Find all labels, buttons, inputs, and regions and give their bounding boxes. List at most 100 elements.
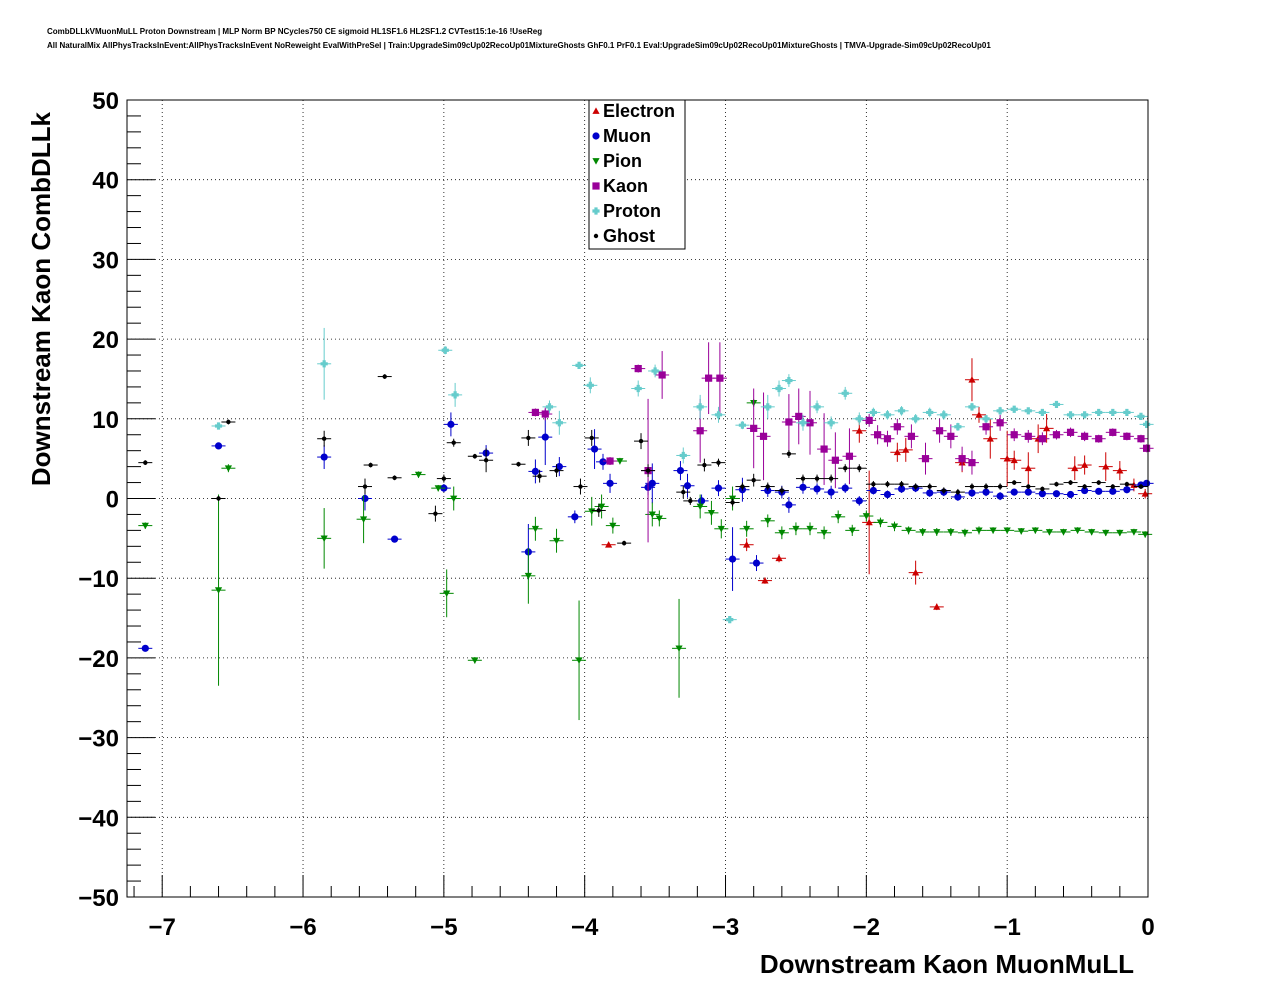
data-point: [320, 535, 328, 542]
data-point: [955, 489, 961, 495]
data-point: [214, 442, 223, 450]
data-point: [596, 508, 601, 513]
data-point: [799, 483, 807, 491]
data-point: [434, 485, 442, 492]
y-tick-label: 40: [92, 168, 119, 195]
data-point: [1024, 432, 1032, 440]
legend-label: Pion: [603, 151, 642, 171]
legend-marker: [592, 207, 600, 215]
data-point: [883, 435, 892, 443]
data-point: [759, 432, 768, 440]
data-point: [621, 540, 627, 546]
data-point: [893, 448, 901, 456]
data-point: [483, 458, 489, 463]
data-point: [368, 462, 373, 468]
data-point: [1095, 435, 1103, 443]
data-point: [947, 432, 955, 440]
data-point: [634, 364, 642, 373]
data-point: [869, 486, 877, 495]
data-point: [696, 503, 704, 511]
legend-label: Muon: [603, 126, 651, 146]
series-electron: [601, 358, 1153, 611]
data-point: [1116, 529, 1124, 537]
plot-header-line-1: CombDLLkVMuonMuLL Proton Downstream | ML…: [47, 27, 543, 36]
series-pion: [138, 398, 1153, 721]
data-point: [716, 460, 721, 465]
data-point: [983, 484, 989, 489]
data-point: [912, 569, 920, 576]
data-point: [975, 411, 983, 418]
data-point: [986, 435, 994, 442]
data-point: [933, 529, 941, 536]
data-point: [1038, 490, 1046, 498]
data-point: [697, 497, 706, 505]
data-point: [947, 529, 955, 536]
data-point: [382, 374, 387, 379]
data-point: [1102, 463, 1110, 470]
data-point: [883, 490, 892, 499]
data-point: [441, 346, 449, 354]
data-point: [1052, 400, 1061, 409]
data-point: [605, 541, 613, 548]
data-point: [827, 488, 835, 496]
data-point: [1010, 456, 1018, 464]
data-point: [516, 462, 521, 467]
data-point: [1024, 464, 1032, 472]
data-point: [940, 411, 948, 419]
legend-marker: [592, 182, 600, 190]
data-point: [865, 416, 873, 424]
data-point: [320, 360, 328, 368]
data-point: [714, 484, 723, 492]
data-point: [676, 467, 685, 475]
axes: −7 −6 −5 −4 −3 −2 −1 0−50−40−30−20−100102030405…: [78, 88, 1154, 941]
data-point: [841, 484, 849, 492]
data-point: [814, 476, 820, 481]
data-point: [921, 455, 930, 463]
data-point: [1142, 479, 1151, 487]
data-point: [927, 484, 932, 489]
data-point: [683, 482, 692, 490]
data-markers: [138, 327, 1154, 721]
y-tick-label: 50: [92, 88, 119, 115]
data-point: [1040, 486, 1045, 492]
data-point: [792, 525, 800, 533]
data-point: [869, 408, 877, 417]
data-point: [855, 427, 863, 434]
data-point: [935, 427, 944, 435]
data-point: [883, 411, 892, 419]
data-point: [926, 408, 934, 417]
data-point: [586, 381, 594, 389]
data-point: [634, 384, 642, 393]
data-point: [913, 484, 918, 489]
x-tick-label: 0: [1141, 914, 1154, 941]
data-point: [941, 488, 946, 493]
data-point: [714, 411, 723, 419]
data-point: [885, 481, 890, 487]
data-point: [1095, 408, 1103, 417]
data-point: [606, 479, 614, 487]
data-point: [919, 529, 927, 536]
data-point: [902, 446, 910, 453]
data-point: [681, 489, 686, 495]
data-point: [1038, 408, 1046, 417]
data-point: [1017, 528, 1025, 535]
x-tick-label: −7: [149, 914, 176, 941]
data-point: [740, 484, 745, 489]
data-point: [1088, 529, 1096, 536]
data-point: [616, 458, 624, 465]
data-point: [989, 527, 997, 534]
legend-marker: [592, 132, 600, 140]
data-point: [716, 374, 724, 382]
data-point: [443, 590, 451, 597]
y-tick-label: 10: [92, 407, 119, 434]
data-point: [531, 467, 540, 476]
data-point: [578, 484, 583, 489]
data-point: [1081, 411, 1089, 419]
data-point: [1012, 480, 1017, 485]
data-point: [831, 456, 839, 464]
data-point: [813, 485, 821, 493]
data-point: [1130, 529, 1138, 536]
data-point: [899, 481, 904, 487]
data-point: [1109, 428, 1117, 436]
x-tick-label: −4: [571, 914, 599, 941]
